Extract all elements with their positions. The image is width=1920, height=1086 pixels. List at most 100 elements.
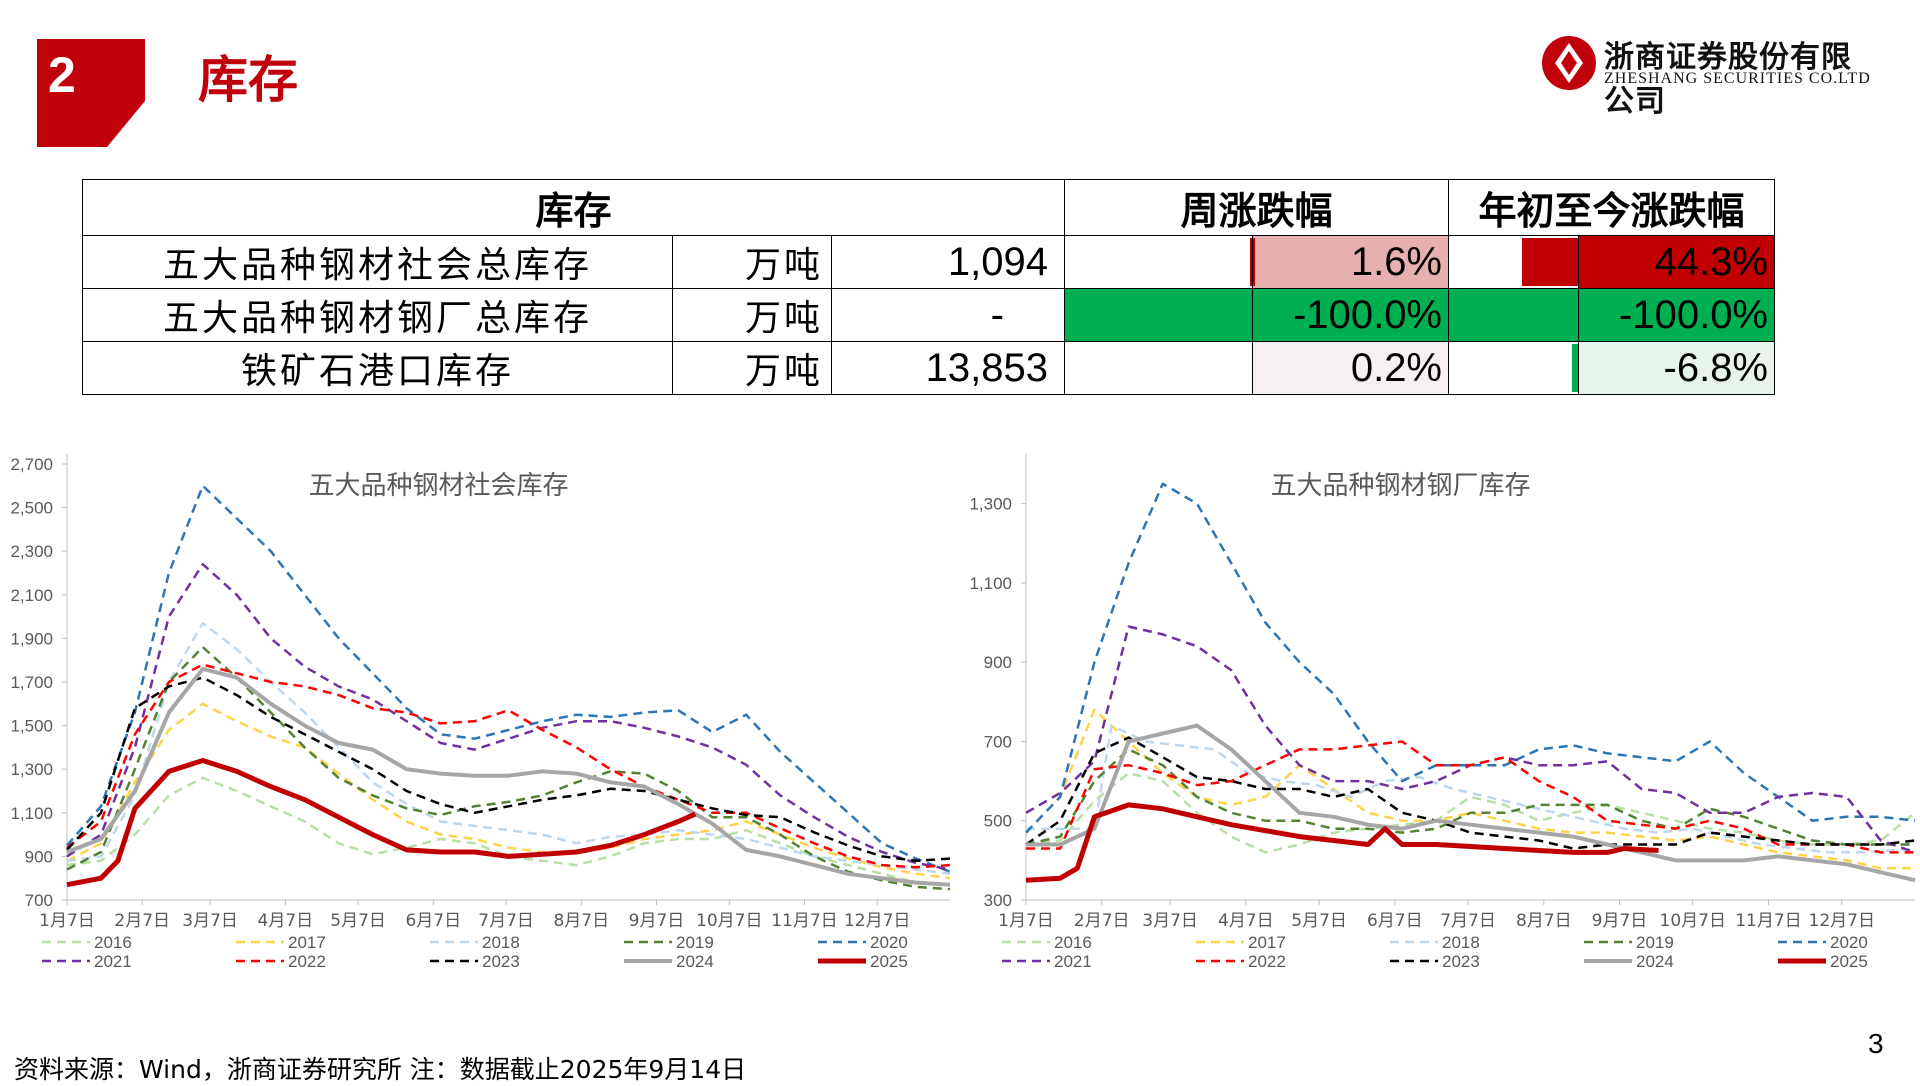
row-unit: 万吨 [672, 341, 832, 395]
week-change-value: 0.2% [1350, 345, 1442, 390]
y-tick-label: 1,300 [10, 760, 53, 779]
x-tick-label: 2月7日 [114, 911, 170, 931]
ytd-change-value: 44.3% [1654, 239, 1768, 284]
legend-label: 2022 [1248, 952, 1286, 971]
x-tick-label: 8月7日 [1516, 911, 1572, 931]
series-line-2020 [1025, 482, 1916, 834]
series-line-2018 [1026, 724, 1916, 854]
legend-label: 2022 [288, 952, 326, 971]
header-weekly-change: 周涨跌幅 [1064, 179, 1449, 236]
inventory-table: 库存 周涨跌幅 年初至今涨跌幅 五大品种钢材社会总库存 万吨 1,094 1.6… [82, 179, 1775, 395]
week-neg-bar-cell [1064, 235, 1253, 289]
series-line-2024 [1026, 723, 1916, 883]
y-tick-label: 700 [25, 891, 53, 910]
week-neg-bar-cell [1064, 341, 1253, 395]
chart-title: 五大品种钢材钢厂库存 [1270, 471, 1530, 501]
ytd-change-cell: 44.3% [1578, 235, 1775, 289]
header-inventory: 库存 [82, 179, 1065, 236]
x-tick-label: 7月7日 [478, 911, 534, 931]
series-line-2021 [1025, 625, 1916, 854]
ytd-neg-bar-cell [1448, 288, 1579, 342]
logo-mark-icon [1542, 36, 1596, 90]
week-change-cell: 1.6% [1252, 235, 1449, 289]
series-line-2024 [66, 666, 951, 887]
section-title: 库存 [198, 51, 298, 109]
table-row: 五大品种钢材钢厂总库存 万吨 - -100.0% -100.0% [82, 288, 1775, 342]
x-tick-label: 1月7日 [998, 911, 1054, 931]
x-tick-label: 2月7日 [1074, 911, 1130, 931]
y-tick-label: 1,700 [10, 673, 53, 692]
series-line-2016 [1025, 771, 1916, 854]
y-tick-label: 1,100 [969, 574, 1012, 593]
y-tick-label: 500 [984, 812, 1012, 831]
legend-label: 2017 [288, 933, 326, 952]
ytd-change-value: -100.0% [1619, 292, 1768, 337]
y-tick-label: 2,700 [10, 455, 53, 474]
week-change-value: -100.0% [1293, 292, 1442, 337]
row-unit: 万吨 [672, 235, 832, 289]
x-tick-label: 9月7日 [629, 911, 685, 931]
section-number: 2 [48, 47, 76, 103]
legend-label: 2020 [870, 933, 908, 952]
y-tick-label: 700 [984, 732, 1012, 751]
header-ytd-change: 年初至今涨跌幅 [1448, 179, 1775, 236]
section-badge [37, 39, 145, 147]
ytd-neg-bar-cell [1448, 235, 1579, 289]
legend-label: 2025 [1830, 952, 1868, 971]
x-tick-label: 3月7日 [1142, 911, 1198, 931]
y-tick-label: 1,100 [10, 804, 53, 823]
company-logo: 浙商证券股份有限公司 ZHESHANG SECURITIES CO.LTD [1540, 30, 1880, 119]
week-change-cell: -100.0% [1252, 288, 1449, 342]
y-tick-label: 900 [25, 847, 53, 866]
x-tick-label: 12月7日 [1809, 911, 1875, 931]
ytd-change-value: -6.8% [1663, 345, 1769, 390]
x-tick-label: 8月7日 [553, 911, 609, 931]
legend-label: 2018 [482, 933, 520, 952]
y-tick-label: 2,500 [10, 499, 53, 518]
series-line-2022 [1026, 740, 1915, 854]
legend-label: 2024 [676, 952, 714, 971]
x-tick-label: 9月7日 [1592, 911, 1648, 931]
row-value: 13,853 [831, 341, 1065, 395]
legend-label: 2019 [676, 933, 714, 952]
x-tick-label: 4月7日 [1218, 911, 1274, 931]
x-tick-label: 7月7日 [1440, 911, 1496, 931]
series-line-2017 [66, 702, 951, 880]
y-tick-label: 1,500 [10, 717, 53, 736]
week-change-value: 1.6% [1350, 239, 1442, 284]
x-tick-label: 6月7日 [1367, 911, 1423, 931]
series-line-2019 [66, 645, 951, 891]
series-line-2023 [1025, 736, 1916, 850]
legend-label: 2018 [1442, 933, 1480, 952]
x-tick-label: 12月7日 [844, 911, 910, 931]
y-tick-label: 1,900 [10, 629, 53, 648]
x-tick-label: 10月7日 [1660, 911, 1726, 931]
legend-label: 2017 [1248, 933, 1286, 952]
legend-label: 2016 [1054, 933, 1092, 952]
table-header-row: 库存 周涨跌幅 年初至今涨跌幅 [82, 179, 1775, 236]
legend-label: 2024 [1636, 952, 1674, 971]
y-tick-label: 1,300 [969, 495, 1012, 514]
footnote: 资料来源：Wind，浙商证券研究所 注：数据截止2025年9月14日 [14, 1055, 747, 1084]
series-line-2020 [66, 484, 951, 873]
x-tick-label: 11月7日 [1735, 911, 1801, 931]
legend-label: 2023 [1442, 952, 1480, 971]
ytd-neg-bar-cell [1448, 341, 1579, 395]
legend-label: 2016 [94, 933, 132, 952]
mill-inventory-chart: 五大品种钢材钢厂库存 300 500 700 900 1,100 1,300 1月7日 2月7日… [969, 454, 1916, 971]
legend-label: 2023 [482, 952, 520, 971]
legend-label: 2021 [1054, 952, 1092, 971]
chart-title: 五大品种钢材社会库存 [308, 471, 568, 501]
series-line-2025 [66, 758, 697, 888]
series-line-2018 [66, 621, 951, 876]
page-number: 3 [1868, 1028, 1884, 1059]
legend-label: 2020 [1830, 933, 1868, 952]
series-line-2025 [1025, 802, 1659, 883]
legend-label: 2019 [1636, 933, 1674, 952]
logo-text-cn: 浙商证券股份有限公司 [1604, 40, 1852, 119]
y-tick-label: 300 [984, 891, 1012, 910]
series-line-2016 [66, 776, 951, 886]
x-tick-label: 4月7日 [258, 911, 314, 931]
table-row: 铁矿石港口库存 万吨 13,853 0.2% -6.8% [82, 341, 1775, 395]
series-line-2022 [66, 663, 951, 869]
